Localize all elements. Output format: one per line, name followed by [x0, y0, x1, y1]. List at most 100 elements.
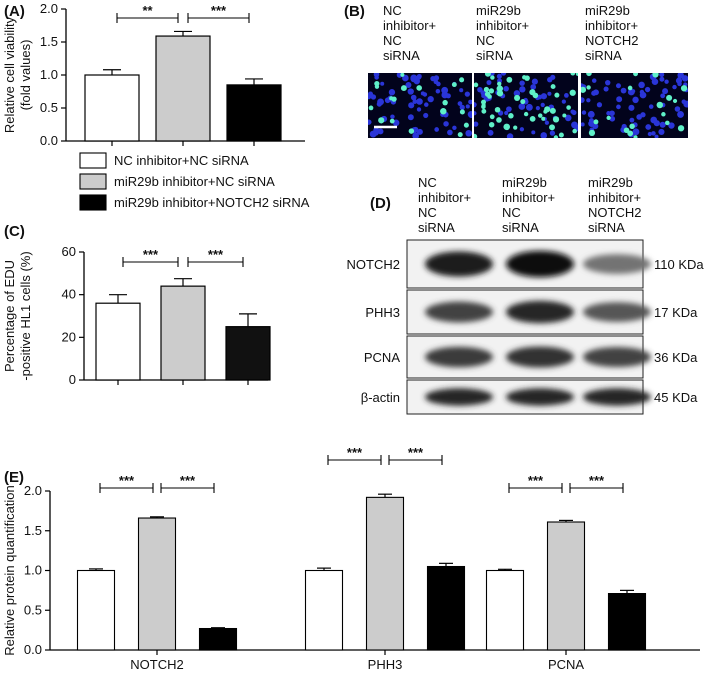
edu-positive-dot: [488, 121, 495, 128]
nucleus-dot: [427, 95, 434, 103]
b-group-label: inhibitor+: [585, 18, 638, 33]
edu-positive-dot: [457, 132, 463, 138]
nucleus-dot: [487, 129, 494, 136]
edu-positive-dot: [575, 73, 578, 76]
nucleus-dot: [561, 99, 566, 104]
nucleus-dot: [564, 93, 569, 98]
edu-positive-dot: [572, 128, 577, 134]
nucleus-dot: [616, 104, 621, 110]
nucleus-dot: [405, 81, 412, 88]
chart-e-x-tick-label: NOTCH2: [130, 657, 183, 672]
edu-positive-dot: [666, 94, 673, 101]
edu-positive-dot: [483, 86, 490, 93]
chart-e-sig-label: ***: [180, 473, 196, 488]
chart-c-bar: [225, 326, 271, 381]
chart-c-bar: [160, 285, 206, 381]
nucleus-dot: [370, 94, 377, 100]
chart-e-y-tick-label: 0.0: [24, 642, 42, 657]
nucleus-dot: [644, 86, 651, 93]
chart-c-y-label: -positive HL1 cells (%): [18, 251, 33, 380]
edu-positive-dot: [503, 123, 511, 131]
chart-e-y-tick-label: 1.0: [24, 563, 42, 578]
nucleus-dot: [672, 84, 677, 90]
nucleus-dot: [506, 133, 514, 138]
nucleus-dot: [668, 122, 675, 129]
edu-positive-dot: [656, 101, 664, 109]
nucleus-dot: [662, 88, 669, 95]
edu-positive-dot: [562, 113, 567, 118]
nucleus-dot: [550, 74, 556, 80]
edu-positive-dot: [520, 99, 526, 105]
d-group-label: siRNA: [588, 220, 625, 235]
chart-e-bar: [546, 521, 586, 651]
edu-positive-dot: [537, 113, 543, 118]
edu-positive-dot: [496, 117, 502, 123]
d-group-label: miR29b: [588, 175, 633, 190]
chart-e-bar: [607, 593, 647, 651]
nucleus-dot: [452, 125, 457, 131]
panel-label-a: (A): [4, 3, 25, 20]
nucleus-dot: [683, 100, 688, 108]
chart-e-bar: [137, 517, 177, 651]
edu-positive-dot: [529, 115, 536, 122]
nucleus-dot: [459, 88, 464, 93]
nucleus-dot: [408, 102, 415, 109]
d-group-label: miR29b: [502, 175, 547, 190]
nucleus-dot: [603, 86, 609, 92]
chart-c-y-tick-label: 40: [62, 287, 76, 302]
edu-positive-dot: [529, 89, 536, 96]
b-group-label: miR29b: [585, 3, 630, 18]
edu-positive-dot: [400, 85, 407, 92]
nucleus-dot: [468, 113, 472, 119]
edu-positive-dot: [416, 85, 422, 91]
nucleus-dot: [659, 73, 665, 78]
edu-positive-dot: [487, 94, 492, 99]
nucleus-dot: [430, 76, 436, 82]
edu-positive-dot: [566, 105, 571, 110]
nucleus-dot: [639, 89, 645, 95]
b-group-label: siRNA: [476, 48, 513, 63]
blot-protein-label: β-actin: [361, 390, 400, 405]
chart-a-bar: [155, 35, 211, 142]
nucleus-dot: [486, 80, 492, 86]
edu-positive-dot: [522, 75, 527, 80]
edu-positive-dot: [484, 73, 491, 77]
nucleus-dot: [629, 117, 635, 123]
chart-e-sig-label: ***: [347, 445, 363, 460]
nucleus-dot: [424, 102, 429, 107]
nucleus-dot: [441, 91, 449, 99]
nucleus-dot: [609, 115, 616, 122]
nucleus-dot: [434, 127, 440, 132]
b-group-label: NC: [476, 33, 495, 48]
chart-e-bar: [426, 565, 466, 651]
edu-positive-dot: [463, 122, 469, 128]
nucleus-dot: [407, 88, 414, 95]
edu-positive-dot: [633, 135, 638, 138]
nucleus-dot: [519, 86, 526, 93]
edu-positive-dot: [523, 111, 529, 117]
d-group-label: siRNA: [502, 220, 539, 235]
nucleus-dot: [374, 75, 379, 80]
nucleus-dot: [465, 129, 472, 137]
chart-a-bar: [226, 84, 282, 142]
nucleus-dot: [609, 110, 615, 117]
nucleus-dot: [581, 110, 587, 115]
chart-a: 0.00.51.01.52.0 ** ***Relative cell viabil…: [2, 1, 305, 148]
chart-e-bar: [365, 496, 405, 651]
nucleus-dot: [547, 91, 552, 96]
blot-protein-label: PCNA: [364, 350, 400, 365]
nucleus-dot: [628, 104, 635, 111]
chart-e-sig-label: ***: [119, 473, 135, 488]
nucleus-dot: [620, 87, 627, 94]
edu-positive-dot: [581, 86, 587, 93]
nucleus-dot: [519, 80, 525, 86]
b-group-label: NC: [383, 33, 402, 48]
nucleus-dot: [654, 134, 659, 138]
micrograph-cells: [581, 73, 688, 138]
edu-positive-dot: [593, 119, 599, 125]
nucleus-dot: [416, 128, 423, 135]
blot-protein-label: NOTCH2: [347, 257, 400, 272]
edu-positive-dot: [496, 85, 504, 92]
nucleus-dot: [412, 99, 418, 104]
nucleus-dot: [605, 79, 611, 86]
